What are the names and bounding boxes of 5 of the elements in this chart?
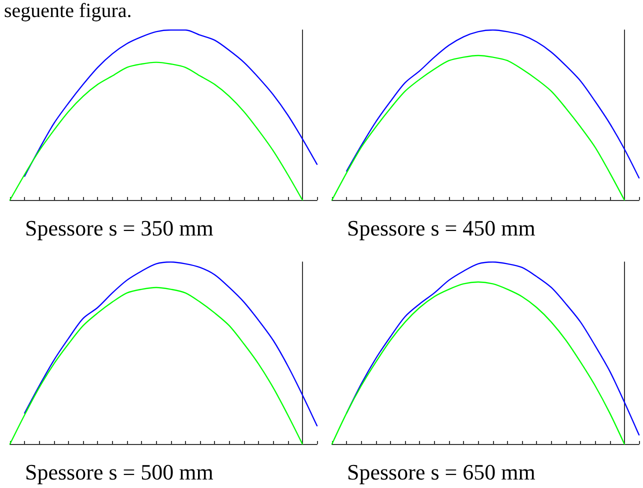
text: seguente figura. (4, 0, 132, 22)
text: Spessore s = 500 mm (25, 460, 214, 484)
text: Spessore s = 450 mm (347, 216, 536, 240)
text: Spessore s = 650 mm (347, 460, 536, 484)
text: Spessore s = 350 mm (25, 216, 214, 240)
